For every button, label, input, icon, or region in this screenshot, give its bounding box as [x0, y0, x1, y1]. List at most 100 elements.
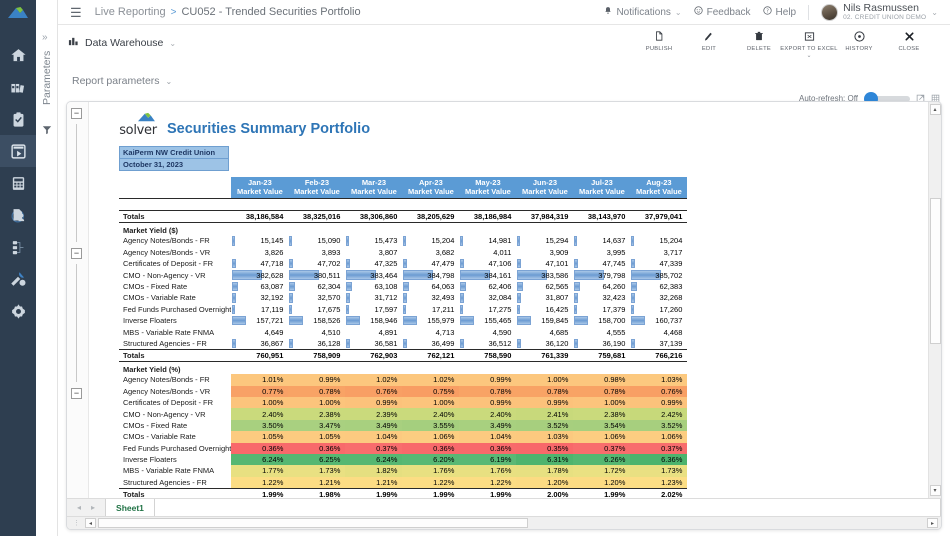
sidebar-item-home[interactable]: [0, 39, 36, 71]
cell: [402, 361, 459, 374]
feedback-button[interactable]: Feedback: [693, 6, 751, 18]
scrollbar-grip-icon[interactable]: ⋮: [73, 520, 80, 527]
publish-button[interactable]: PUBLISH: [634, 28, 684, 52]
cell: [288, 197, 346, 211]
scroll-down-button[interactable]: ▾: [929, 485, 941, 496]
breadcrumb-root[interactable]: Live Reporting: [94, 6, 166, 18]
sidebar-item-budgeting[interactable]: [0, 167, 36, 199]
cell-value: 15,473: [374, 236, 398, 246]
trash-icon: [754, 30, 764, 43]
user-menu[interactable]: Nils Rasmussen 02. CREDIT UNION DEMO ⌄: [821, 2, 938, 21]
cell: 6.31%: [516, 453, 574, 466]
cell-value: 1.01%: [262, 375, 284, 385]
header-blank-cell: [119, 177, 231, 198]
cell: 3,909: [516, 247, 573, 258]
data-bar: [460, 281, 467, 292]
help-label: Help: [775, 6, 797, 18]
group-line-1: [76, 124, 77, 242]
horizontal-scroll-track[interactable]: [98, 518, 925, 528]
cell-value: 3.52%: [661, 420, 683, 430]
parameters-panel-collapsed[interactable]: » Parameters: [36, 0, 58, 536]
collapse-group-button-2[interactable]: −: [71, 248, 82, 259]
cell-value: 64,260: [602, 282, 626, 291]
data-bar: [460, 315, 475, 326]
cell-value: 31,807: [545, 293, 569, 303]
vertical-scroll-thumb[interactable]: [929, 197, 941, 344]
horizontal-scroll-thumb[interactable]: [98, 518, 529, 528]
cell-value: 1.05%: [319, 432, 341, 442]
close-icon: [904, 30, 915, 43]
report-parameters-toggle[interactable]: Report parameters ⌄: [58, 61, 950, 101]
toolbar-actions: PUBLISH EDIT DELETE: [634, 28, 940, 59]
cell: 4,891: [345, 326, 402, 337]
history-button[interactable]: HISTORY: [834, 28, 884, 52]
vertical-scrollbar[interactable]: ▴ ▾: [928, 102, 941, 498]
cell-value: 6.24%: [376, 455, 398, 465]
chevron-down-icon[interactable]: ⌄: [806, 52, 812, 59]
scroll-left-button[interactable]: ◂: [85, 518, 96, 528]
edit-button[interactable]: EDIT: [684, 28, 734, 52]
cell-value: 758,590: [484, 350, 512, 360]
collapse-group-button-3[interactable]: −: [71, 388, 82, 399]
sheet-prev-button[interactable]: ◂: [77, 503, 82, 512]
sidebar-item-tools[interactable]: [0, 263, 36, 295]
help-button[interactable]: ? Help: [762, 6, 797, 18]
cell: 17,675: [288, 304, 345, 315]
cell-value: 32,268: [659, 293, 683, 303]
sidebar-item-workflow[interactable]: [0, 231, 36, 263]
delete-button[interactable]: DELETE: [734, 28, 784, 52]
sheet-next-button[interactable]: ▸: [91, 503, 96, 512]
sidebar-item-user-documents[interactable]: [0, 199, 36, 231]
cell-value: 1.06%: [433, 432, 455, 442]
cell: 382,628: [231, 269, 288, 280]
export-to-excel-button[interactable]: EXPORT TO EXCEL ⌄: [780, 28, 837, 59]
cell: 38,143,970: [573, 209, 631, 223]
cell: 32,493: [402, 292, 459, 303]
cell-value: 1.20%: [547, 477, 569, 487]
cell: [288, 361, 345, 374]
sidebar-item-live-reporting[interactable]: [0, 135, 36, 167]
cell-value: 62,383: [659, 282, 683, 291]
sheet-tab-sheet1[interactable]: Sheet1: [105, 498, 155, 517]
scroll-up-button[interactable]: ▴: [929, 104, 941, 115]
data-bar: [517, 293, 521, 303]
row-label: CMOs - Fixed Rate: [123, 420, 188, 430]
sidebar-item-report-library[interactable]: [0, 71, 36, 103]
row-label: CMOs - Variable Rate: [123, 293, 196, 303]
row-label: Fed Funds Purchased Overnight: [123, 304, 232, 314]
cell: 1.98%: [288, 487, 346, 498]
cell-value: 4,555: [606, 327, 626, 337]
cell: 383,464: [345, 269, 402, 280]
publish-label: PUBLISH: [645, 45, 673, 52]
sidebar-item-settings[interactable]: [0, 295, 36, 327]
grid-scroll-region[interactable]: solver Securities Summary Portfolio KaiP…: [89, 102, 928, 498]
data-bar: [460, 270, 491, 280]
scroll-right-button[interactable]: ▸: [927, 518, 938, 528]
cell-value: 47,101: [545, 259, 569, 269]
table-row: Fed Funds Purchased Overnight 17,119 17,67…: [119, 304, 687, 315]
funnel-icon[interactable]: [42, 122, 52, 140]
notifications-button[interactable]: Notifications ⌄: [604, 6, 682, 18]
cell-value: 1.21%: [376, 477, 398, 487]
expand-parameters-chevron-icon[interactable]: »: [42, 32, 48, 43]
cell-value: 6.36%: [661, 455, 683, 465]
cell-value: 0.99%: [490, 375, 512, 385]
horizontal-scrollbar[interactable]: ⋮ ◂ ▸: [67, 516, 941, 529]
collapse-group-button-1[interactable]: −: [71, 108, 82, 119]
close-button[interactable]: CLOSE: [884, 28, 934, 52]
edit-label: EDIT: [701, 45, 717, 52]
cell: 2.41%: [516, 408, 574, 420]
datasource-selector[interactable]: Data Warehouse ⌄: [68, 36, 176, 50]
cell: [402, 222, 459, 235]
data-bar: [631, 293, 635, 303]
cell: 15,204: [630, 235, 687, 246]
data-bar: [631, 304, 634, 314]
row-label: MBS - Variable Rate FNMA: [123, 466, 215, 476]
column-header-3: Apr-23 Market Value: [402, 177, 460, 199]
hamburger-icon[interactable]: ☰: [70, 4, 82, 20]
vertical-scroll-track[interactable]: [929, 117, 941, 483]
cell: 32,192: [231, 292, 288, 303]
sidebar-item-tasks[interactable]: [0, 103, 36, 135]
cell: 1.00%: [288, 396, 346, 409]
